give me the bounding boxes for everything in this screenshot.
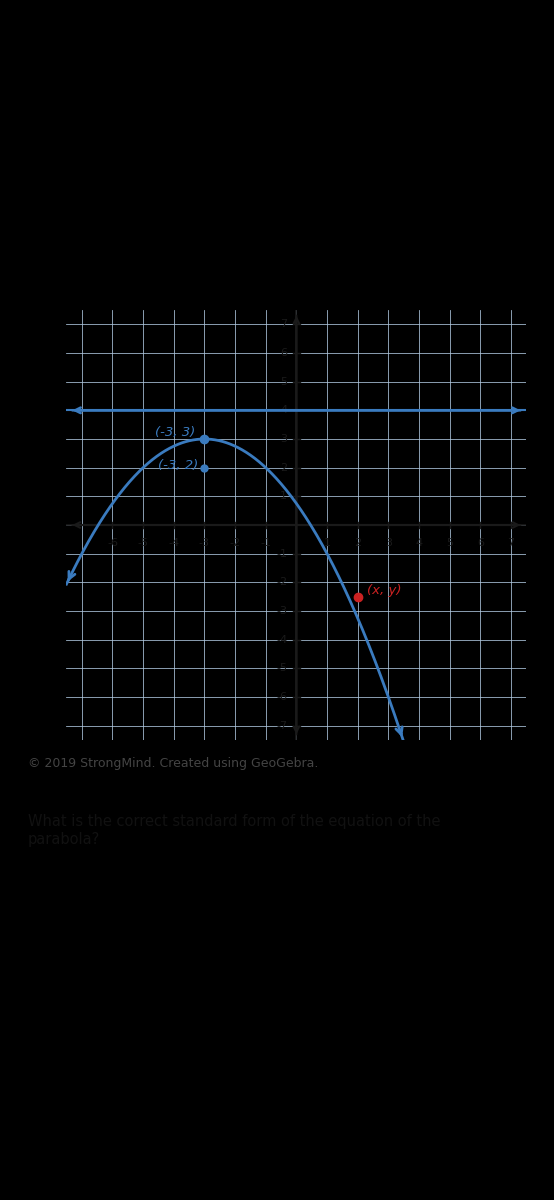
Text: -6: -6 <box>107 538 118 548</box>
Text: -7: -7 <box>276 721 287 731</box>
Text: (x, y): (x, y) <box>367 583 402 596</box>
Text: 3: 3 <box>280 434 287 444</box>
Text: -4: -4 <box>276 635 287 644</box>
Text: 7: 7 <box>280 319 287 329</box>
Text: 2: 2 <box>354 538 361 548</box>
Text: -2: -2 <box>229 538 240 548</box>
Text: 1: 1 <box>280 491 287 502</box>
Text: 1: 1 <box>324 538 331 548</box>
Text: -1: -1 <box>260 538 271 548</box>
Text: (-3, 2): (-3, 2) <box>158 460 199 472</box>
Text: 4: 4 <box>280 406 287 415</box>
Text: (-3, 3): (-3, 3) <box>155 426 196 439</box>
Text: 4: 4 <box>416 538 423 548</box>
Text: -6: -6 <box>276 692 287 702</box>
Text: -3: -3 <box>199 538 210 548</box>
Text: © 2019 StrongMind. Created using GeoGebra.: © 2019 StrongMind. Created using GeoGebr… <box>28 756 318 769</box>
Text: -2: -2 <box>276 577 287 587</box>
Text: -3: -3 <box>276 606 287 616</box>
Text: 3: 3 <box>385 538 392 548</box>
Text: 6: 6 <box>280 348 287 358</box>
Text: 2: 2 <box>280 463 287 473</box>
Text: 5: 5 <box>280 377 287 386</box>
Text: -5: -5 <box>276 664 287 673</box>
Text: -5: -5 <box>137 538 148 548</box>
Text: -4: -4 <box>168 538 179 548</box>
Text: 7: 7 <box>507 538 515 548</box>
Text: 5: 5 <box>446 538 453 548</box>
Text: 6: 6 <box>477 538 484 548</box>
Text: -1: -1 <box>276 548 287 559</box>
Text: What is the correct standard form of the equation of the
parabola?: What is the correct standard form of the… <box>28 815 440 847</box>
